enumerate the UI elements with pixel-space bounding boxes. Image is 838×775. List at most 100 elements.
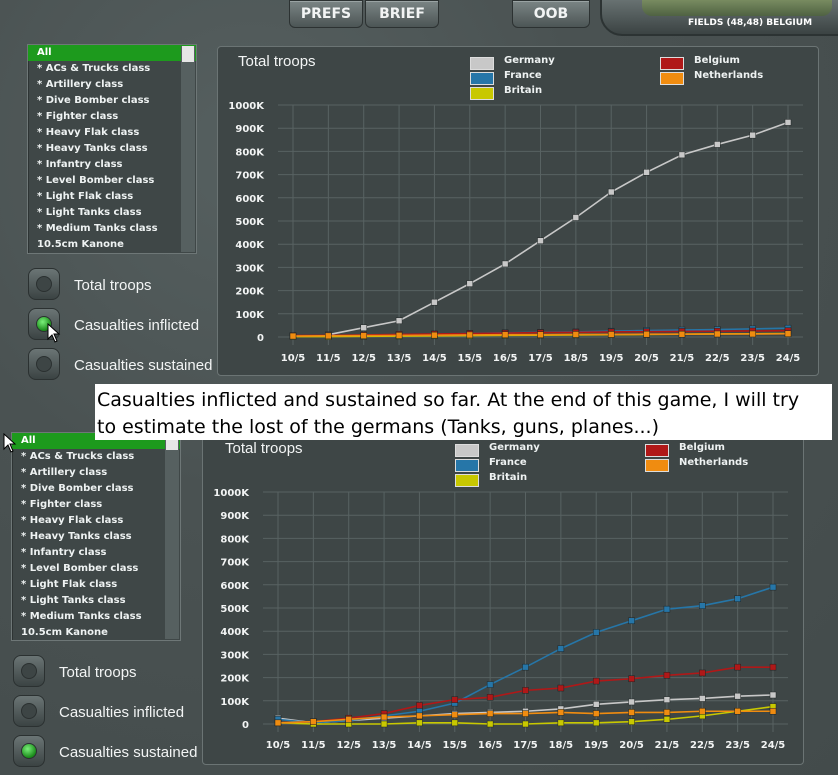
- data-point-belgium-2: [486, 694, 494, 701]
- data-point-netherlands: [395, 332, 403, 339]
- unit-list-item[interactable]: * Heavy Flak class: [37, 127, 140, 138]
- casualties-inflicted-radio-2[interactable]: [13, 695, 45, 727]
- y-tick-label-2: 500K: [220, 604, 250, 615]
- unit-list-item-2[interactable]: * Heavy Tanks class: [21, 531, 132, 542]
- chart-title: Total troops: [238, 53, 316, 70]
- legend-swatch-netherlands: [660, 72, 684, 85]
- troops-line-chart-2: 0 100K 200K 300K 400K 500K 600K 700K 800K 900K 100…: [213, 488, 788, 751]
- casualties-sustained-radio[interactable]: [28, 348, 60, 380]
- x-tick-label: 21/5: [670, 353, 695, 364]
- troops-chart-panel: Total troops Germany France Britain Belg…: [217, 46, 819, 376]
- x-tick-label: 16/5: [493, 353, 518, 364]
- x-tick-label: 19/5: [599, 353, 624, 364]
- unit-class-list[interactable]: All * ACs & Trucks class * Artillery class…: [27, 44, 197, 254]
- legend-swatch-britain-2: [455, 474, 479, 487]
- scrollbar-thumb[interactable]: [182, 46, 194, 62]
- y-tick-label-2: 700K: [220, 558, 250, 569]
- data-point-germany: [501, 260, 509, 268]
- unit-list-item-2[interactable]: * Dive Bomber class: [21, 483, 134, 494]
- unit-list-item-2[interactable]: * Level Bomber class: [21, 563, 139, 574]
- data-point-netherlands-2: [663, 709, 671, 716]
- oob-button[interactable]: OOB: [512, 0, 590, 28]
- unit-list-item-2[interactable]: * Fighter class: [21, 499, 103, 510]
- unit-list-item-2[interactable]: * Artillery class: [21, 467, 108, 478]
- data-point-netherlands-2: [628, 709, 635, 716]
- unit-list-item[interactable]: * Medium Tanks class: [37, 223, 158, 234]
- data-point-britain-2: [522, 720, 529, 728]
- unit-list-item-2[interactable]: * Medium Tanks class: [21, 611, 142, 622]
- legend-netherlands: Netherlands: [694, 70, 764, 81]
- unit-list-item-2[interactable]: 10.5cm Kanone: [21, 627, 108, 638]
- data-point-netherlands: [537, 331, 544, 338]
- brief-button[interactable]: BRIEF: [365, 0, 439, 28]
- unit-list-item-2[interactable]: * Light Flak class: [21, 579, 118, 590]
- total-troops-radio-2[interactable]: [13, 655, 45, 687]
- unit-list-item[interactable]: * Fighter class: [37, 111, 119, 122]
- unit-list-item-2[interactable]: * ACs & Trucks class: [21, 451, 135, 462]
- x-tick-label-2: 18/5: [549, 740, 574, 751]
- y-tick-label: 800K: [235, 147, 265, 158]
- data-point-germany: [678, 151, 686, 159]
- unit-list-item-2[interactable]: * Light Tanks class: [21, 595, 126, 606]
- unit-list-item-2[interactable]: * Infantry class: [21, 547, 107, 558]
- data-point-netherlands-2: [522, 710, 529, 717]
- data-point-britain-2: [451, 719, 459, 727]
- series-line-germany: [328, 121, 789, 336]
- unit-list-item[interactable]: 10.5cm Kanone: [37, 239, 124, 250]
- minimap-screen[interactable]: [642, 0, 832, 16]
- prefs-button[interactable]: PREFS: [289, 0, 363, 28]
- y-tick-label: 0: [257, 333, 264, 344]
- x-tick-label: 24/5: [776, 353, 801, 364]
- casualties-inflicted-label-2: Casualties inflicted: [59, 704, 185, 721]
- legend-swatch-france-2: [455, 459, 479, 472]
- legend-france: France: [504, 70, 542, 81]
- chart-title-2: Total troops: [225, 440, 303, 457]
- unit-list-item[interactable]: * Level Bomber class: [37, 175, 155, 186]
- unit-list-item[interactable]: * ACs & Trucks class: [37, 63, 151, 74]
- y-tick-label-2: 900K: [220, 511, 250, 522]
- data-point-germany-2: [663, 696, 671, 703]
- legend-swatch-france: [470, 72, 494, 85]
- list-scrollbar[interactable]: [181, 46, 195, 252]
- data-point-germany-2: [592, 701, 600, 708]
- legend-germany: Germany: [504, 55, 555, 66]
- data-point-netherlands-2: [592, 710, 600, 717]
- data-point-france-2: [628, 617, 635, 625]
- data-point-netherlands-2: [416, 712, 423, 720]
- list-scrollbar-2[interactable]: [165, 434, 179, 639]
- legend-swatch-netherlands-2: [645, 459, 669, 472]
- data-point-netherlands-2: [769, 707, 777, 715]
- unit-list-item-2[interactable]: * Heavy Flak class: [21, 515, 124, 526]
- data-point-germany: [714, 141, 721, 148]
- x-tick-label-2: 14/5: [407, 740, 432, 751]
- unit-class-list-2[interactable]: All * ACs & Trucks class * Artillery class…: [11, 432, 181, 641]
- x-tick-label-2: 12/5: [336, 740, 361, 751]
- x-tick-label: 11/5: [316, 353, 341, 364]
- legend-britain: Britain: [504, 85, 543, 96]
- data-point-france-2: [699, 602, 706, 609]
- x-tick-label: 23/5: [740, 353, 765, 364]
- minimap[interactable]: [600, 0, 838, 36]
- unit-list-item[interactable]: * Light Flak class: [37, 191, 134, 202]
- data-point-netherlands: [289, 332, 297, 340]
- data-point-germany-2: [769, 691, 777, 699]
- data-point-netherlands: [749, 330, 756, 338]
- unit-list-item[interactable]: * Dive Bomber class: [37, 95, 150, 106]
- data-point-belgium-2: [663, 672, 671, 679]
- legend-belgium-2: Belgium: [679, 442, 725, 453]
- unit-list-item[interactable]: * Light Tanks class: [37, 207, 142, 218]
- casualties-sustained-radio-2[interactable]: [13, 735, 45, 767]
- casualties-sustained-label: Casualties sustained: [74, 357, 213, 374]
- unit-list-item[interactable]: * Heavy Tanks class: [37, 143, 148, 154]
- unit-list-item[interactable]: All: [28, 45, 196, 61]
- data-point-germany-2: [699, 695, 706, 702]
- data-point-netherlands-2: [451, 711, 459, 718]
- data-point-britain-2: [557, 719, 565, 727]
- total-troops-radio[interactable]: [28, 268, 60, 300]
- data-point-netherlands-2: [345, 716, 352, 723]
- data-point-belgium-2: [451, 696, 459, 703]
- data-point-belgium-2: [628, 675, 635, 683]
- unit-list-item[interactable]: * Infantry class: [37, 159, 123, 170]
- unit-list-item[interactable]: * Artillery class: [37, 79, 124, 90]
- y-tick-label: 400K: [235, 240, 265, 251]
